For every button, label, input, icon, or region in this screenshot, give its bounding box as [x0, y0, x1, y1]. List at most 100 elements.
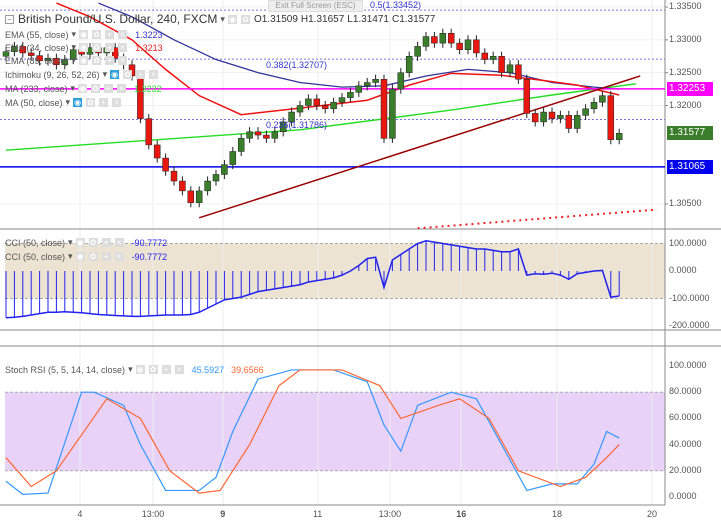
candle-down: [254, 131, 262, 136]
candle-up: [288, 111, 295, 123]
eye-off-icon[interactable]: ◉: [73, 98, 83, 107]
cci2-label: CCI (50, close): [5, 251, 66, 262]
stoch-axis-label: 60.0000: [669, 412, 702, 423]
candle-down: [27, 52, 35, 56]
chevron-down-icon[interactable]: ▾: [68, 251, 73, 261]
gear-icon[interactable]: ✿: [91, 84, 101, 93]
gear-icon[interactable]: ✿: [148, 365, 158, 374]
candle-down: [531, 113, 539, 123]
gear-icon[interactable]: ✿: [240, 14, 250, 24]
candle-up: [397, 72, 405, 90]
chevron-down-icon[interactable]: ▾: [68, 237, 73, 247]
cci1-value: -90.7772: [131, 237, 168, 248]
candle-up: [271, 131, 279, 139]
ema55-legend[interactable]: EMA (55, close) ▾ ◉ ✿ + × 1.3223: [5, 29, 163, 40]
price-axis-label: 1.32500: [669, 66, 702, 77]
chevron-down-icon[interactable]: ▾: [71, 42, 77, 52]
close-icon[interactable]: ×: [149, 70, 159, 79]
eye-icon[interactable]: ◉: [227, 14, 237, 24]
plus-icon[interactable]: +: [136, 70, 146, 79]
eye-icon[interactable]: ◉: [79, 56, 89, 65]
close-icon[interactable]: ×: [118, 30, 128, 39]
chevron-down-icon[interactable]: ▾: [65, 97, 71, 107]
eye-icon[interactable]: ◉: [79, 30, 89, 39]
ma50-legend[interactable]: MA (50, close) ▾ ◉ ✿ + ×: [5, 97, 122, 108]
candle-down: [380, 78, 388, 139]
gear-icon[interactable]: ✿: [86, 98, 96, 107]
price-axis-label: 1.33000: [669, 33, 702, 44]
stoch-label: Stoch RSI (5, 5, 14, 14, close): [5, 364, 126, 375]
gear-icon[interactable]: ✿: [123, 70, 133, 79]
close-icon[interactable]: ×: [118, 56, 128, 65]
time-axis-label: 16: [456, 509, 467, 519]
eye-icon[interactable]: ◉: [79, 43, 89, 52]
fib-label-0382: 0.382(1.32707): [266, 60, 328, 70]
gear-icon[interactable]: ✿: [88, 252, 98, 261]
chevron-down-icon[interactable]: ▾: [102, 69, 108, 79]
ema89-legend[interactable]: EMA (89, close) ▾ ◉ ✿ + ×: [5, 55, 128, 66]
eye-off-icon[interactable]: ◉: [110, 70, 120, 79]
close-icon[interactable]: ×: [174, 365, 184, 374]
candle-up: [11, 46, 18, 52]
fib-label-0236: 0.236(1.31786): [266, 120, 328, 130]
chevron-down-icon[interactable]: ▾: [128, 364, 133, 374]
plus-icon[interactable]: +: [105, 30, 115, 39]
close-icon[interactable]: ×: [114, 238, 124, 247]
close-icon[interactable]: ×: [114, 252, 124, 261]
exit-fullscreen-tooltip[interactable]: Exit Full Screen (ESC): [268, 0, 363, 12]
plus-icon[interactable]: +: [105, 56, 115, 65]
chevron-down-icon[interactable]: ▾: [70, 83, 76, 93]
plus-icon[interactable]: +: [101, 238, 111, 247]
close-icon[interactable]: ×: [112, 98, 122, 107]
plus-icon[interactable]: +: [161, 365, 171, 374]
eye-icon[interactable]: ◉: [75, 252, 85, 261]
chevron-down-icon[interactable]: ▾: [71, 55, 77, 65]
candle-up: [330, 101, 337, 110]
ichimoku-label: Ichimoku (9, 26, 52, 26): [5, 69, 100, 80]
cci1-legend[interactable]: CCI (50, close) ▾ ◉ ✿ + × -90.7772: [5, 237, 167, 248]
cci-axis-label: 0.0000: [669, 265, 697, 275]
plus-icon[interactable]: +: [104, 84, 114, 93]
ema89-label: EMA (89, close): [5, 55, 69, 66]
ohlc-high: H1.31657: [300, 13, 345, 25]
eye-icon[interactable]: ◉: [75, 238, 85, 247]
gear-icon[interactable]: ✿: [92, 56, 102, 65]
ma233-value: 1.3232: [134, 83, 162, 94]
chevron-down-icon[interactable]: ▾: [71, 29, 77, 39]
cci-axis-label: -200.0000: [669, 320, 710, 330]
candle-down: [523, 78, 531, 114]
eye-icon[interactable]: ◉: [78, 84, 88, 93]
ma50-label: MA (50, close): [5, 97, 63, 108]
gear-icon[interactable]: ✿: [92, 30, 102, 39]
ema34-legend[interactable]: EMA (34, close) ▾ ◉ ✿ + × 1.3213: [5, 42, 163, 53]
gear-icon[interactable]: ✿: [88, 238, 98, 247]
candle-down: [473, 39, 480, 54]
plus-icon[interactable]: +: [99, 98, 109, 107]
stoch-axis-label: 100.0000: [669, 360, 707, 370]
eye-icon[interactable]: ◉: [135, 365, 145, 374]
ma233-legend[interactable]: MA (233, close) ▾ ◉ ✿ + × 1.3232: [5, 83, 162, 94]
chevron-down-icon[interactable]: ▾: [220, 13, 225, 24]
candle-up: [246, 131, 253, 139]
plus-icon[interactable]: +: [105, 43, 115, 52]
plus-icon[interactable]: +: [101, 252, 111, 261]
candle-up: [557, 115, 564, 119]
collapse-icon[interactable]: −: [5, 14, 14, 24]
symbol-legend: − British Pound/U.S. Dollar, 240, FXCM ▾…: [5, 12, 435, 26]
candle-down: [111, 47, 119, 59]
stoch-axis-label: 40.0000: [669, 438, 702, 449]
cci2-legend[interactable]: CCI (50, close) ▾ ◉ ✿ + × -90.7772: [5, 251, 167, 262]
close-icon[interactable]: ×: [117, 84, 127, 93]
candle-up: [338, 97, 346, 103]
ma233-line: [5, 83, 637, 151]
time-axis-label: 4: [77, 509, 83, 519]
candle-down: [313, 98, 321, 106]
ohlc-open: O1.31509: [253, 13, 298, 25]
stoch-legend[interactable]: Stoch RSI (5, 5, 14, 14, close) ▾ ◉ ✿ + × 45…: [5, 364, 264, 375]
ichimoku-legend[interactable]: Ichimoku (9, 26, 52, 26) ▾ ◉ ✿ + ×: [5, 69, 159, 80]
candle-up: [2, 51, 10, 57]
candle-down: [565, 115, 573, 129]
close-icon[interactable]: ×: [118, 43, 128, 52]
gear-icon[interactable]: ✿: [92, 43, 102, 52]
